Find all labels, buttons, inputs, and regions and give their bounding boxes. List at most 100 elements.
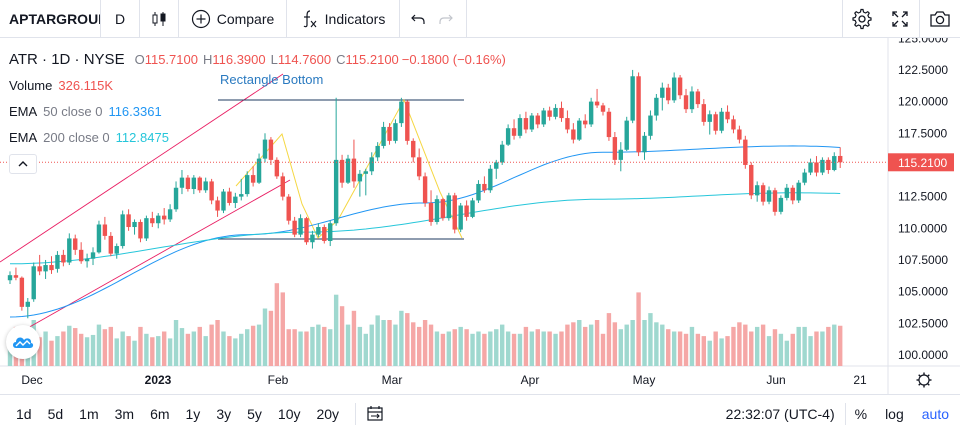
y-tick-label: 125.0000	[898, 38, 948, 45]
volume-bar	[654, 322, 659, 366]
candle-body	[666, 87, 671, 101]
volume-bar	[256, 324, 262, 366]
volume-bar	[707, 340, 712, 366]
legend-volume-row[interactable]: Volume 326.115K	[9, 73, 509, 99]
settings-button[interactable]	[843, 0, 881, 38]
compare-button[interactable]: Compare	[179, 0, 286, 38]
candle-body	[838, 155, 843, 163]
high-value: 116.3900	[212, 52, 266, 67]
legend-ema50-row[interactable]: EMA 50 close 0 116.3361	[9, 99, 509, 125]
range-button-1y[interactable]: 1y	[185, 406, 201, 422]
legend-collapse-button[interactable]	[9, 154, 37, 174]
date-range-button[interactable]	[355, 403, 384, 425]
candle-body	[606, 111, 612, 138]
volume-bar	[666, 329, 671, 366]
auto-scale-toggle[interactable]: auto	[921, 406, 949, 422]
candle-body	[494, 162, 499, 169]
range-button-5d[interactable]: 5d	[47, 406, 64, 422]
axis-settings-icon-tooth	[927, 374, 930, 377]
candle-body	[766, 190, 772, 202]
volume-bar	[250, 325, 256, 366]
candle-body	[274, 159, 280, 177]
volume-bar	[298, 331, 303, 366]
candle-body	[470, 200, 475, 217]
range-button-10y[interactable]: 10y	[277, 406, 301, 422]
candle-body	[322, 227, 327, 241]
candle-body	[547, 110, 552, 117]
candle-body	[73, 238, 78, 250]
undo-button[interactable]	[404, 0, 432, 38]
log-toggle[interactable]: log	[885, 406, 904, 422]
candle-body	[565, 118, 570, 130]
percent-toggle[interactable]: %	[854, 406, 868, 422]
price-chart[interactable]: 115.2100 125.0000 122.5000 120.0000 117.5000…	[0, 38, 960, 394]
candle-body	[577, 120, 582, 140]
candle-body	[55, 254, 60, 269]
volume-bar	[411, 322, 416, 366]
candle-body	[743, 139, 748, 165]
chart-type-button[interactable]	[140, 0, 178, 38]
candle-body	[594, 101, 600, 106]
volume-bar	[280, 292, 285, 366]
candle-body	[84, 258, 90, 262]
range-button-1m[interactable]: 1m	[79, 406, 99, 422]
volume-bar	[671, 331, 677, 366]
volume-bar	[583, 326, 588, 366]
volume-bar	[268, 310, 274, 366]
chart-canvas[interactable]: 115.2100 125.0000 122.5000 120.0000 117.5000…	[0, 38, 960, 394]
volume-bar	[351, 310, 357, 366]
candle-body	[209, 181, 214, 201]
candle-body	[600, 105, 606, 112]
range-button-3m[interactable]: 3m	[114, 406, 135, 422]
candle-body	[648, 115, 653, 136]
range-buttons: 1d 5d 1m 3m 6m 1y 3y 5y 10y 20y	[0, 406, 347, 422]
indicators-button[interactable]: Indicators	[287, 0, 399, 38]
y-tick-label: 107.5000	[898, 253, 948, 267]
volume-bar	[731, 326, 736, 366]
volume-bar	[505, 331, 511, 366]
volume-bar	[316, 324, 321, 366]
symbol-search[interactable]: APTARGROUP	[9, 10, 100, 27]
volume-bar	[227, 336, 232, 366]
candle-body	[156, 215, 161, 224]
volume-bar	[689, 326, 695, 366]
candle-body	[826, 159, 831, 171]
snapshot-button[interactable]	[920, 0, 960, 38]
candle-body	[416, 157, 422, 177]
fullscreen-button[interactable]	[881, 0, 919, 38]
volume-bar	[73, 328, 78, 366]
x-tick-label: Dec	[21, 373, 42, 387]
legend-ema200-row[interactable]: EMA 200 close 0 112.8475	[9, 125, 509, 151]
x-tick-label: Mar	[382, 373, 403, 387]
candle-body	[393, 123, 398, 141]
candle-body	[191, 177, 197, 190]
tradingview-logo[interactable]	[6, 325, 40, 359]
range-button-5y[interactable]: 5y	[247, 406, 262, 422]
candle-body	[642, 135, 647, 153]
volume-bar	[600, 333, 606, 366]
volume-bar	[363, 333, 368, 366]
x-tick-label: Feb	[268, 373, 289, 387]
range-button-3y[interactable]: 3y	[216, 406, 232, 422]
candle-body	[511, 128, 517, 136]
volume-bar	[547, 331, 552, 366]
range-button-6m[interactable]: 6m	[150, 406, 170, 422]
clock-timezone[interactable]: 22:32:07 (UTC-4)	[725, 406, 835, 422]
volume-bar	[541, 331, 546, 366]
redo-button[interactable]	[432, 0, 460, 38]
volume-bar	[452, 329, 457, 366]
candle-body	[7, 275, 13, 281]
candle-body	[802, 172, 807, 183]
axis-settings-icon-tooth	[918, 374, 921, 377]
y-tick-label: 105.0000	[898, 285, 948, 299]
range-button-1d[interactable]: 1d	[16, 406, 32, 422]
volume-bar	[772, 329, 778, 366]
interval-button[interactable]: D	[114, 10, 126, 27]
volume-bar	[571, 322, 576, 366]
candle-body	[250, 175, 256, 183]
indicators-label: Indicators	[324, 10, 386, 27]
range-button-20y[interactable]: 20y	[316, 406, 340, 422]
volume-bar	[808, 336, 813, 366]
rectangle-label: Rectangle Bottom	[220, 72, 323, 87]
volume-bar	[838, 325, 843, 366]
